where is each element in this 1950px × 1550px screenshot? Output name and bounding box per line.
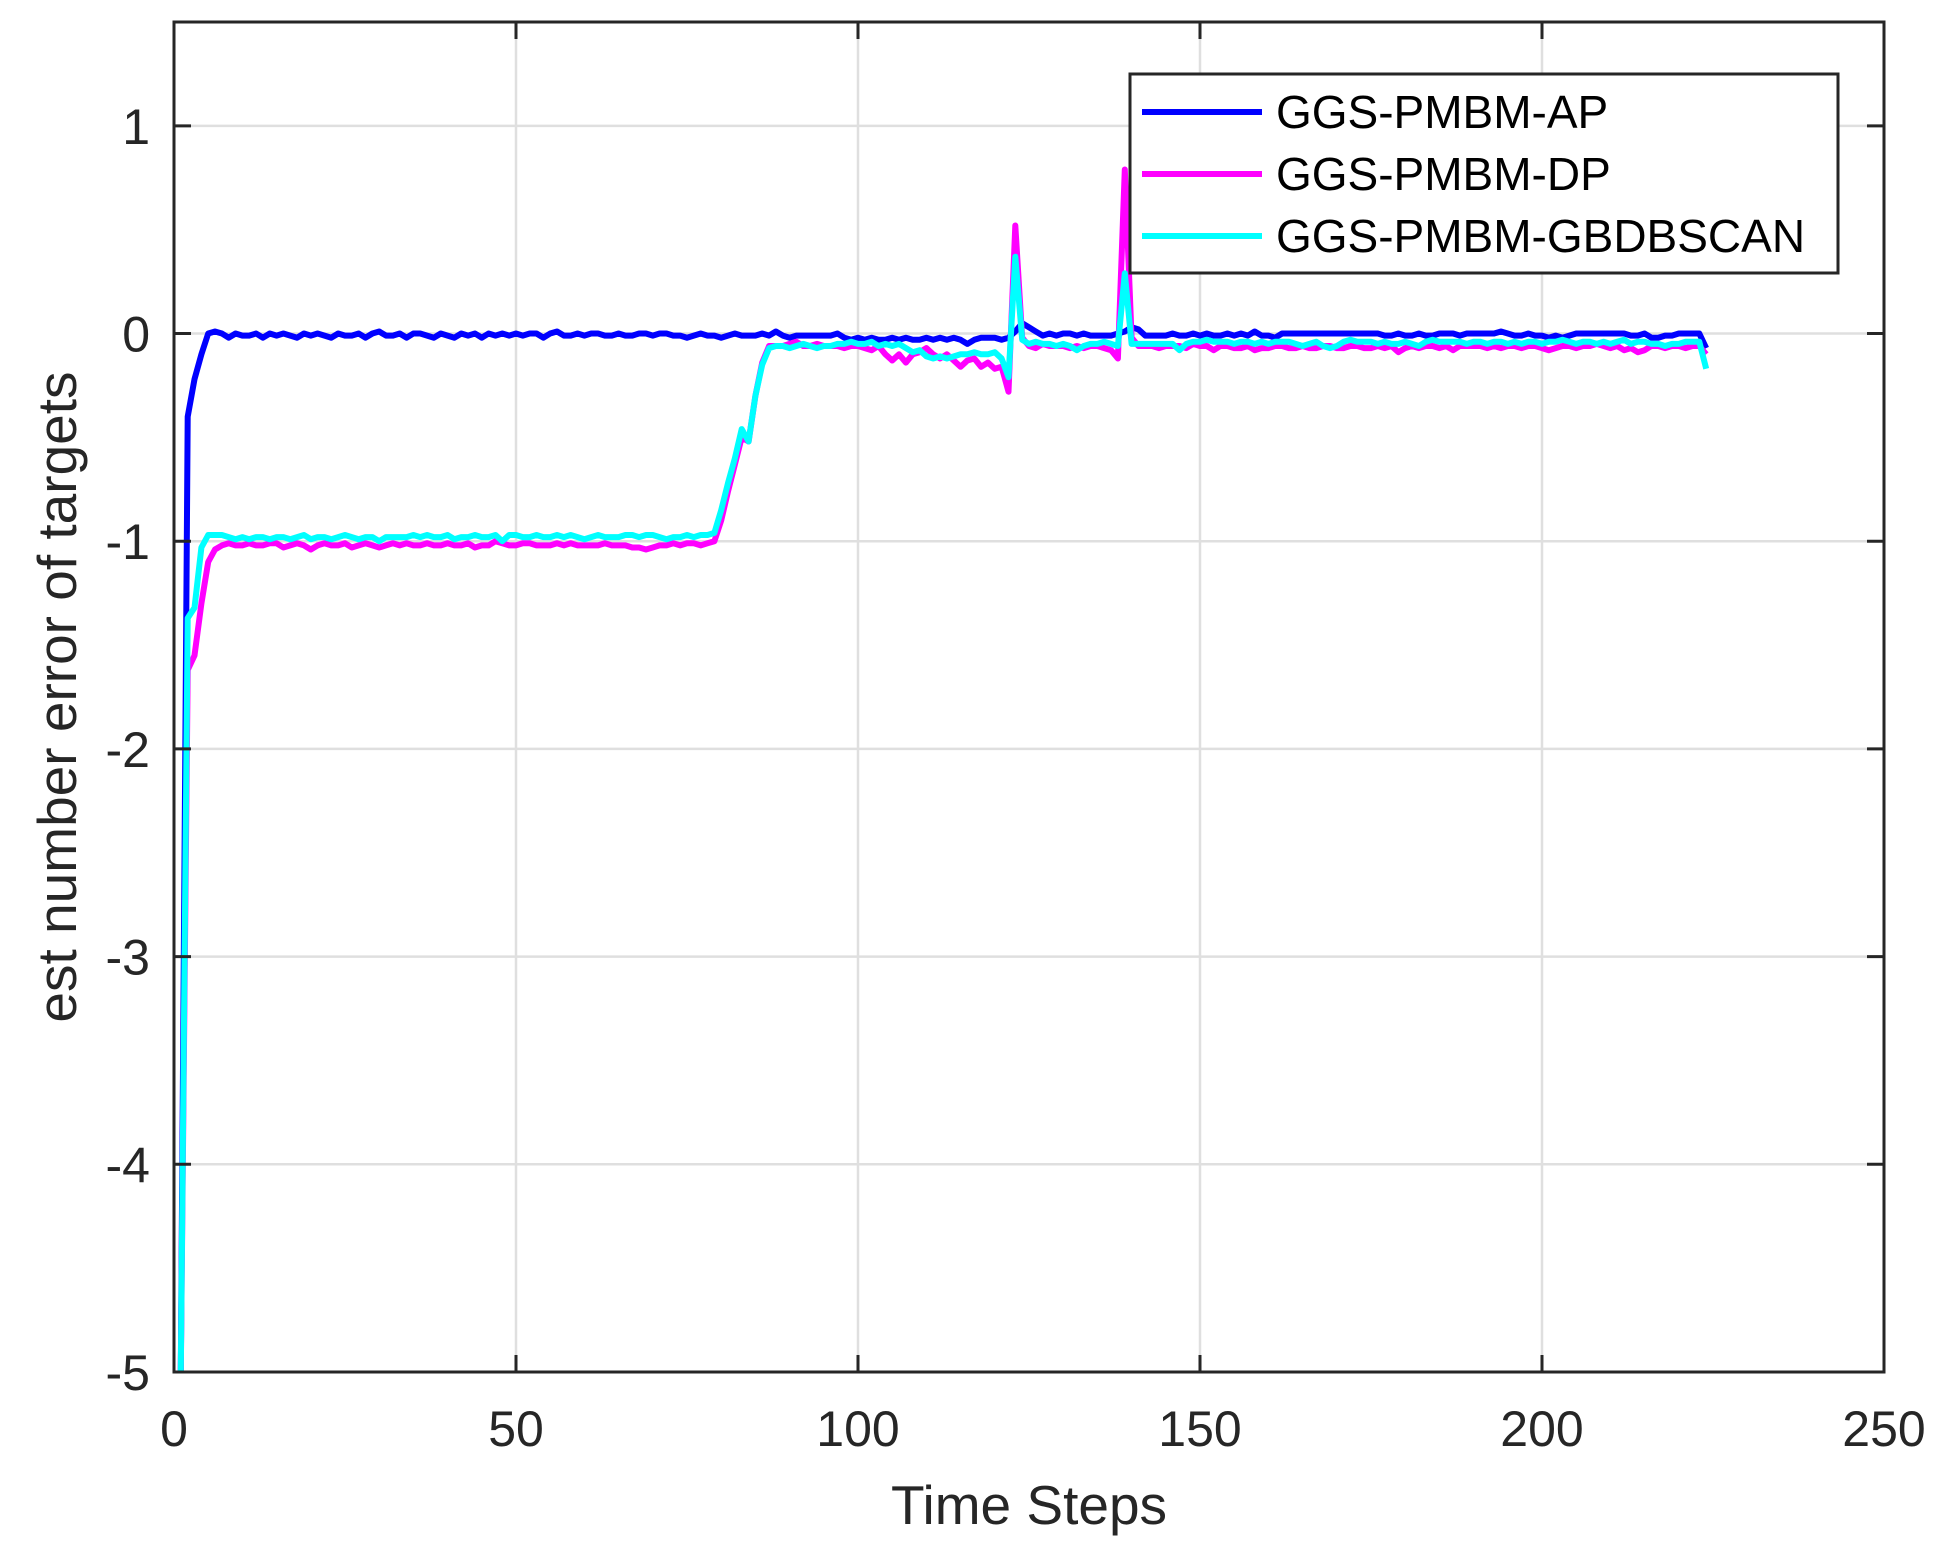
axes-box [172, 20, 1886, 1374]
y-tick-label: -4 [106, 1137, 150, 1193]
x-tick-labels: 0 50 100 150 200 250 [160, 1401, 1926, 1457]
y-tick-label: -5 [106, 1345, 150, 1401]
x-tick-label: 50 [488, 1401, 544, 1457]
y-axis-label: est number error of targets [26, 371, 88, 1022]
x-tick-label: 100 [816, 1401, 899, 1457]
x-tick-label: 150 [1158, 1401, 1241, 1457]
legend-label-ap: GGS-PMBM-AP [1276, 86, 1608, 138]
tick-marks [172, 22, 1886, 1374]
series-line-gbdbscan [177, 253, 1710, 1372]
legend-label-dp: GGS-PMBM-DP [1276, 148, 1611, 200]
series-layer [177, 166, 1710, 1372]
x-axis-label: Time Steps [891, 1474, 1167, 1536]
x-tick-label: 0 [160, 1401, 188, 1457]
y-tick-label: -2 [106, 722, 150, 778]
y-tick-label: -3 [106, 930, 150, 986]
y-tick-label: -1 [106, 514, 150, 570]
legend-label-gbdbscan: GGS-PMBM-GBDBSCAN [1276, 210, 1805, 262]
grid-lines [172, 22, 1886, 1374]
axes [172, 20, 1886, 1374]
x-tick-label: 250 [1842, 1401, 1925, 1457]
x-tick-label: 200 [1500, 1401, 1583, 1457]
legend: GGS-PMBM-AP GGS-PMBM-DP GGS-PMBM-GBDBSCA… [1128, 72, 1840, 275]
y-tick-labels: -5 -4 -3 -2 -1 0 1 [106, 99, 150, 1401]
y-tick-label: 0 [122, 307, 150, 363]
plot-area [177, 166, 1710, 1372]
series-line-ap [177, 320, 1709, 1372]
y-tick-label: 1 [122, 99, 150, 155]
